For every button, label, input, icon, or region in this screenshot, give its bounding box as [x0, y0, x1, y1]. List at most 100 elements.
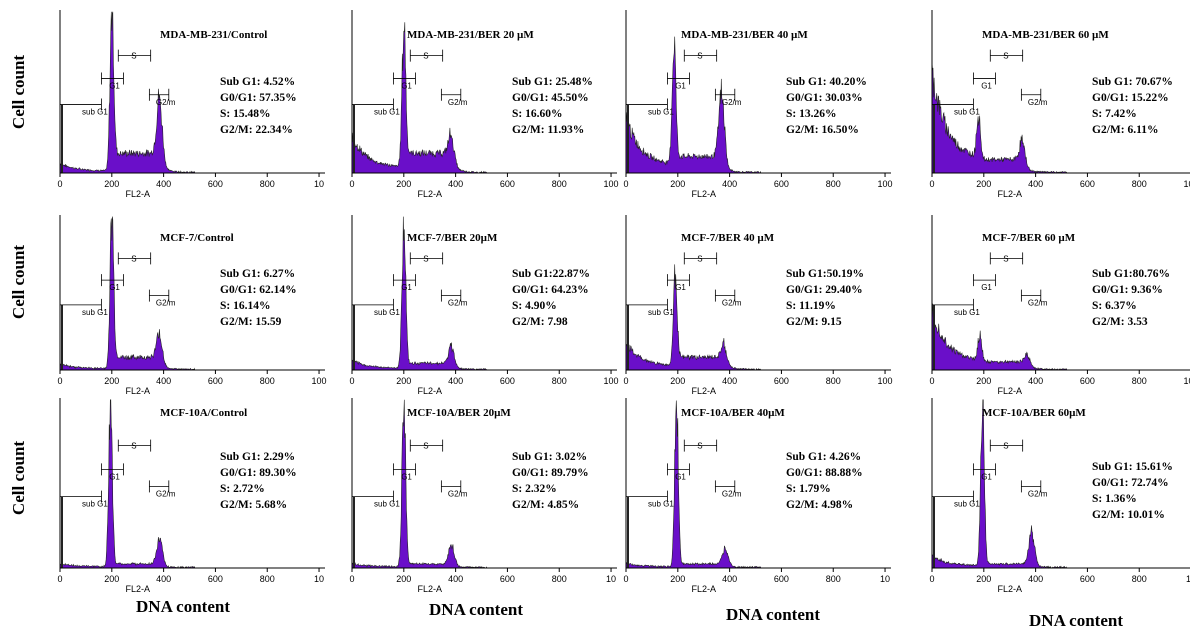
- gate-g1-label: G1: [401, 472, 412, 481]
- debris-spike: [933, 104, 935, 173]
- x-tick-label: 200: [104, 574, 119, 584]
- gate-g2m-label: G2/m: [1028, 98, 1048, 107]
- gate-g1-label: G1: [109, 81, 120, 90]
- x-axis-title: FL2-A: [997, 584, 1022, 594]
- stat-line-4: G2/M: 9.15: [786, 316, 842, 328]
- histogram-panel-1: 0 200 400 600 800 10 FL2-A sub G1 G1 S G2/m MDA-MB-…: [57, 10, 325, 199]
- x-axis-title: FL2-A: [997, 386, 1022, 396]
- x-axis-title: FL2-A: [125, 189, 150, 199]
- x-tick-label: 0: [623, 179, 628, 189]
- debris-spike: [627, 304, 629, 370]
- gate-s-label: S: [1003, 254, 1008, 263]
- x-tick-label: 200: [670, 574, 685, 584]
- x-axis-label-4: DNA content: [1029, 611, 1123, 630]
- histogram-panel-7: 0 200 400 600 800 100 FL2-A sub G1 G1 S G2/m MCF-7/…: [623, 215, 893, 396]
- gate-s-label: S: [1003, 52, 1008, 61]
- x-tick-label: 200: [976, 376, 991, 386]
- gate-s-label: S: [131, 52, 136, 61]
- x-tick-label: 0: [57, 574, 62, 584]
- x-tick-label: 600: [500, 574, 515, 584]
- histogram-area: [59, 11, 196, 174]
- x-tick-label: 800: [260, 376, 275, 386]
- x-tick-label: 10: [314, 179, 324, 189]
- x-tick-label: 100: [312, 376, 327, 386]
- histogram-panel-11: 0 200 400 600 800 10 FL2-A sub G1 G1 S G2/m MCF-10A…: [623, 398, 891, 594]
- histogram-panel-9: 0 200 400 600 800 10 FL2-A sub G1 G1 S G2/m MCF-10A…: [57, 398, 325, 594]
- stat-line-3: S: 2.32%: [512, 483, 557, 495]
- stat-line-4: G2/M: 4.98%: [786, 499, 853, 511]
- gate-s-label: S: [423, 442, 428, 451]
- x-axis-title: FL2-A: [997, 189, 1022, 199]
- x-tick-label: 0: [349, 376, 354, 386]
- x-tick-label: 800: [826, 179, 841, 189]
- debris-spike: [353, 104, 355, 173]
- histogram-area: [625, 400, 762, 569]
- x-tick-label: 600: [774, 376, 789, 386]
- gate-g2m-label: G2/m: [156, 299, 176, 308]
- gate-sub-g1-label: sub G1: [374, 108, 400, 117]
- stat-line-3: S: 1.36%: [1092, 493, 1137, 505]
- gate-g1-label: G1: [675, 283, 686, 292]
- x-tick-label: 200: [104, 376, 119, 386]
- x-axis-title: FL2-A: [125, 584, 150, 594]
- stat-line-2: G0/G1: 30.03%: [786, 92, 863, 104]
- gate-sub-g1-label: sub G1: [374, 500, 400, 509]
- gate-s-label: S: [131, 442, 136, 451]
- x-tick-label: 600: [1080, 179, 1095, 189]
- x-axis-label-2: DNA content: [429, 600, 523, 619]
- histogram-panel-5: 0 200 400 600 800 100 FL2-A sub G1 G1 S G2/m MCF-7/…: [57, 215, 327, 396]
- panel-title: MCF-10A/BER 60µM: [982, 407, 1086, 419]
- panel-title: MDA-MB-231/Control: [160, 29, 267, 41]
- debris-spike: [933, 496, 935, 568]
- stat-line-2: G0/G1: 89.79%: [512, 467, 589, 479]
- x-tick-label: 0: [349, 574, 354, 584]
- stat-line-3: S: 6.37%: [1092, 300, 1137, 312]
- x-tick-label: 600: [208, 376, 223, 386]
- debris-spike: [61, 496, 63, 568]
- x-tick-label: 200: [104, 179, 119, 189]
- histogram-area: [59, 399, 196, 569]
- stat-line-1: Sub G1:80.76%: [1092, 268, 1170, 280]
- x-axis-title: FL2-A: [691, 189, 716, 199]
- debris-spike: [353, 304, 355, 370]
- histogram-panel-2: 0 200 400 600 800 100 FL2-A sub G1 G1 S G2/m MDA-MB…: [349, 10, 619, 199]
- panel-title: MCF-7/Control: [160, 232, 234, 244]
- gate-s-label: S: [423, 52, 428, 61]
- x-tick-label: 100: [878, 376, 893, 386]
- x-tick-label: 200: [670, 179, 685, 189]
- stat-line-2: G0/G1: 45.50%: [512, 92, 589, 104]
- x-tick-label: 100: [1184, 376, 1190, 386]
- panel-title: MCF-7/BER 60 µM: [982, 232, 1076, 244]
- x-tick-label: 800: [1132, 179, 1147, 189]
- stat-line-2: G0/G1: 9.36%: [1092, 284, 1163, 296]
- x-axis-title: FL2-A: [417, 189, 442, 199]
- gate-g2m-label: G2/m: [1028, 299, 1048, 308]
- x-tick-label: 200: [976, 179, 991, 189]
- debris-spike: [933, 304, 935, 370]
- x-tick-label: 0: [929, 574, 934, 584]
- histogram-panel-3: 0 200 400 600 800 100 FL2-A sub G1 G1 S G2/m MDA-MB…: [623, 10, 893, 199]
- y-axis-labels: Cell count Cell count Cell count: [9, 55, 28, 515]
- panel-title: MCF-7/BER 40 µM: [681, 232, 775, 244]
- stat-line-4: G2/M: 5.68%: [220, 499, 287, 511]
- gate-g1-label: G1: [109, 283, 120, 292]
- x-tick-label: 400: [156, 179, 171, 189]
- stat-line-2: G0/G1: 15.22%: [1092, 92, 1169, 104]
- stat-line-2: G0/G1: 88.88%: [786, 467, 863, 479]
- histogram-area: [351, 216, 488, 371]
- gate-g1-label: G1: [981, 472, 992, 481]
- x-tick-label: 600: [500, 376, 515, 386]
- gate-sub-g1-label: sub G1: [648, 500, 674, 509]
- x-tick-label: 0: [929, 376, 934, 386]
- panel-title: MDA-MB-231/BER 60 µM: [982, 29, 1109, 41]
- histogram-panel-8: 0 200 400 600 800 100 FL2-A sub G1 G1 S G2/m MCF-7/…: [929, 215, 1190, 396]
- stat-line-2: G0/G1: 29.40%: [786, 284, 863, 296]
- stat-line-4: G2/M: 22.34%: [220, 124, 293, 136]
- x-tick-label: 200: [396, 574, 411, 584]
- x-tick-label: 400: [722, 179, 737, 189]
- x-tick-label: 200: [396, 179, 411, 189]
- x-axis-title: FL2-A: [417, 584, 442, 594]
- gate-sub-g1-label: sub G1: [954, 500, 980, 509]
- x-tick-label: 800: [826, 376, 841, 386]
